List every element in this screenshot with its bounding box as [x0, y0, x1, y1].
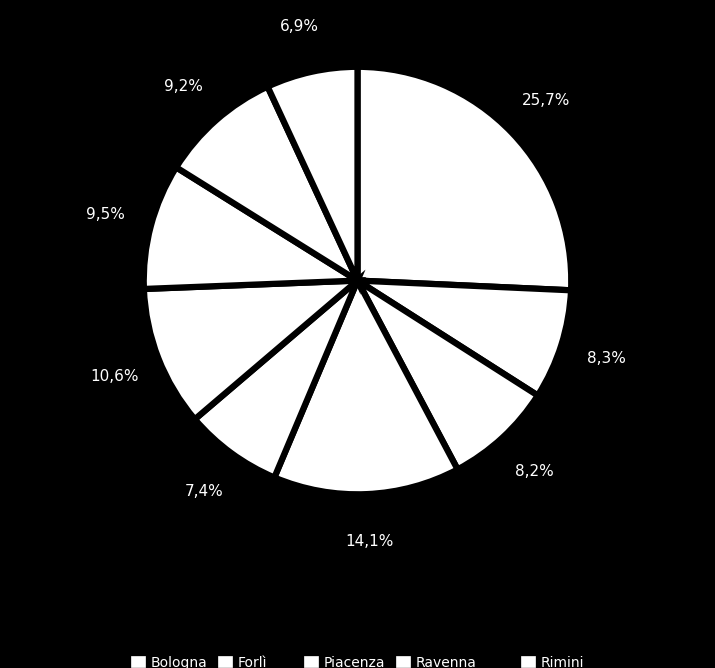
Wedge shape — [358, 67, 571, 291]
Text: 8,2%: 8,2% — [516, 464, 554, 479]
Text: 10,6%: 10,6% — [91, 369, 139, 384]
Text: 7,4%: 7,4% — [185, 484, 224, 499]
Text: 25,7%: 25,7% — [522, 93, 570, 108]
Wedge shape — [358, 281, 538, 470]
Wedge shape — [194, 281, 358, 478]
Wedge shape — [144, 281, 358, 420]
Text: 8,3%: 8,3% — [587, 351, 626, 366]
Wedge shape — [267, 67, 358, 281]
Wedge shape — [358, 281, 571, 395]
Wedge shape — [176, 87, 358, 281]
Text: 9,2%: 9,2% — [164, 79, 203, 94]
Text: 9,5%: 9,5% — [86, 207, 124, 222]
Text: 6,9%: 6,9% — [280, 19, 320, 33]
Wedge shape — [275, 281, 458, 494]
Wedge shape — [144, 168, 358, 289]
Legend: Bologna, Ferrara, Forlì, Modena, Piacenza, Parma, Ravenna, Reggio Emilia, Rimini: Bologna, Ferrara, Forlì, Modena, Piacenz… — [131, 655, 584, 668]
Text: 14,1%: 14,1% — [345, 534, 394, 548]
